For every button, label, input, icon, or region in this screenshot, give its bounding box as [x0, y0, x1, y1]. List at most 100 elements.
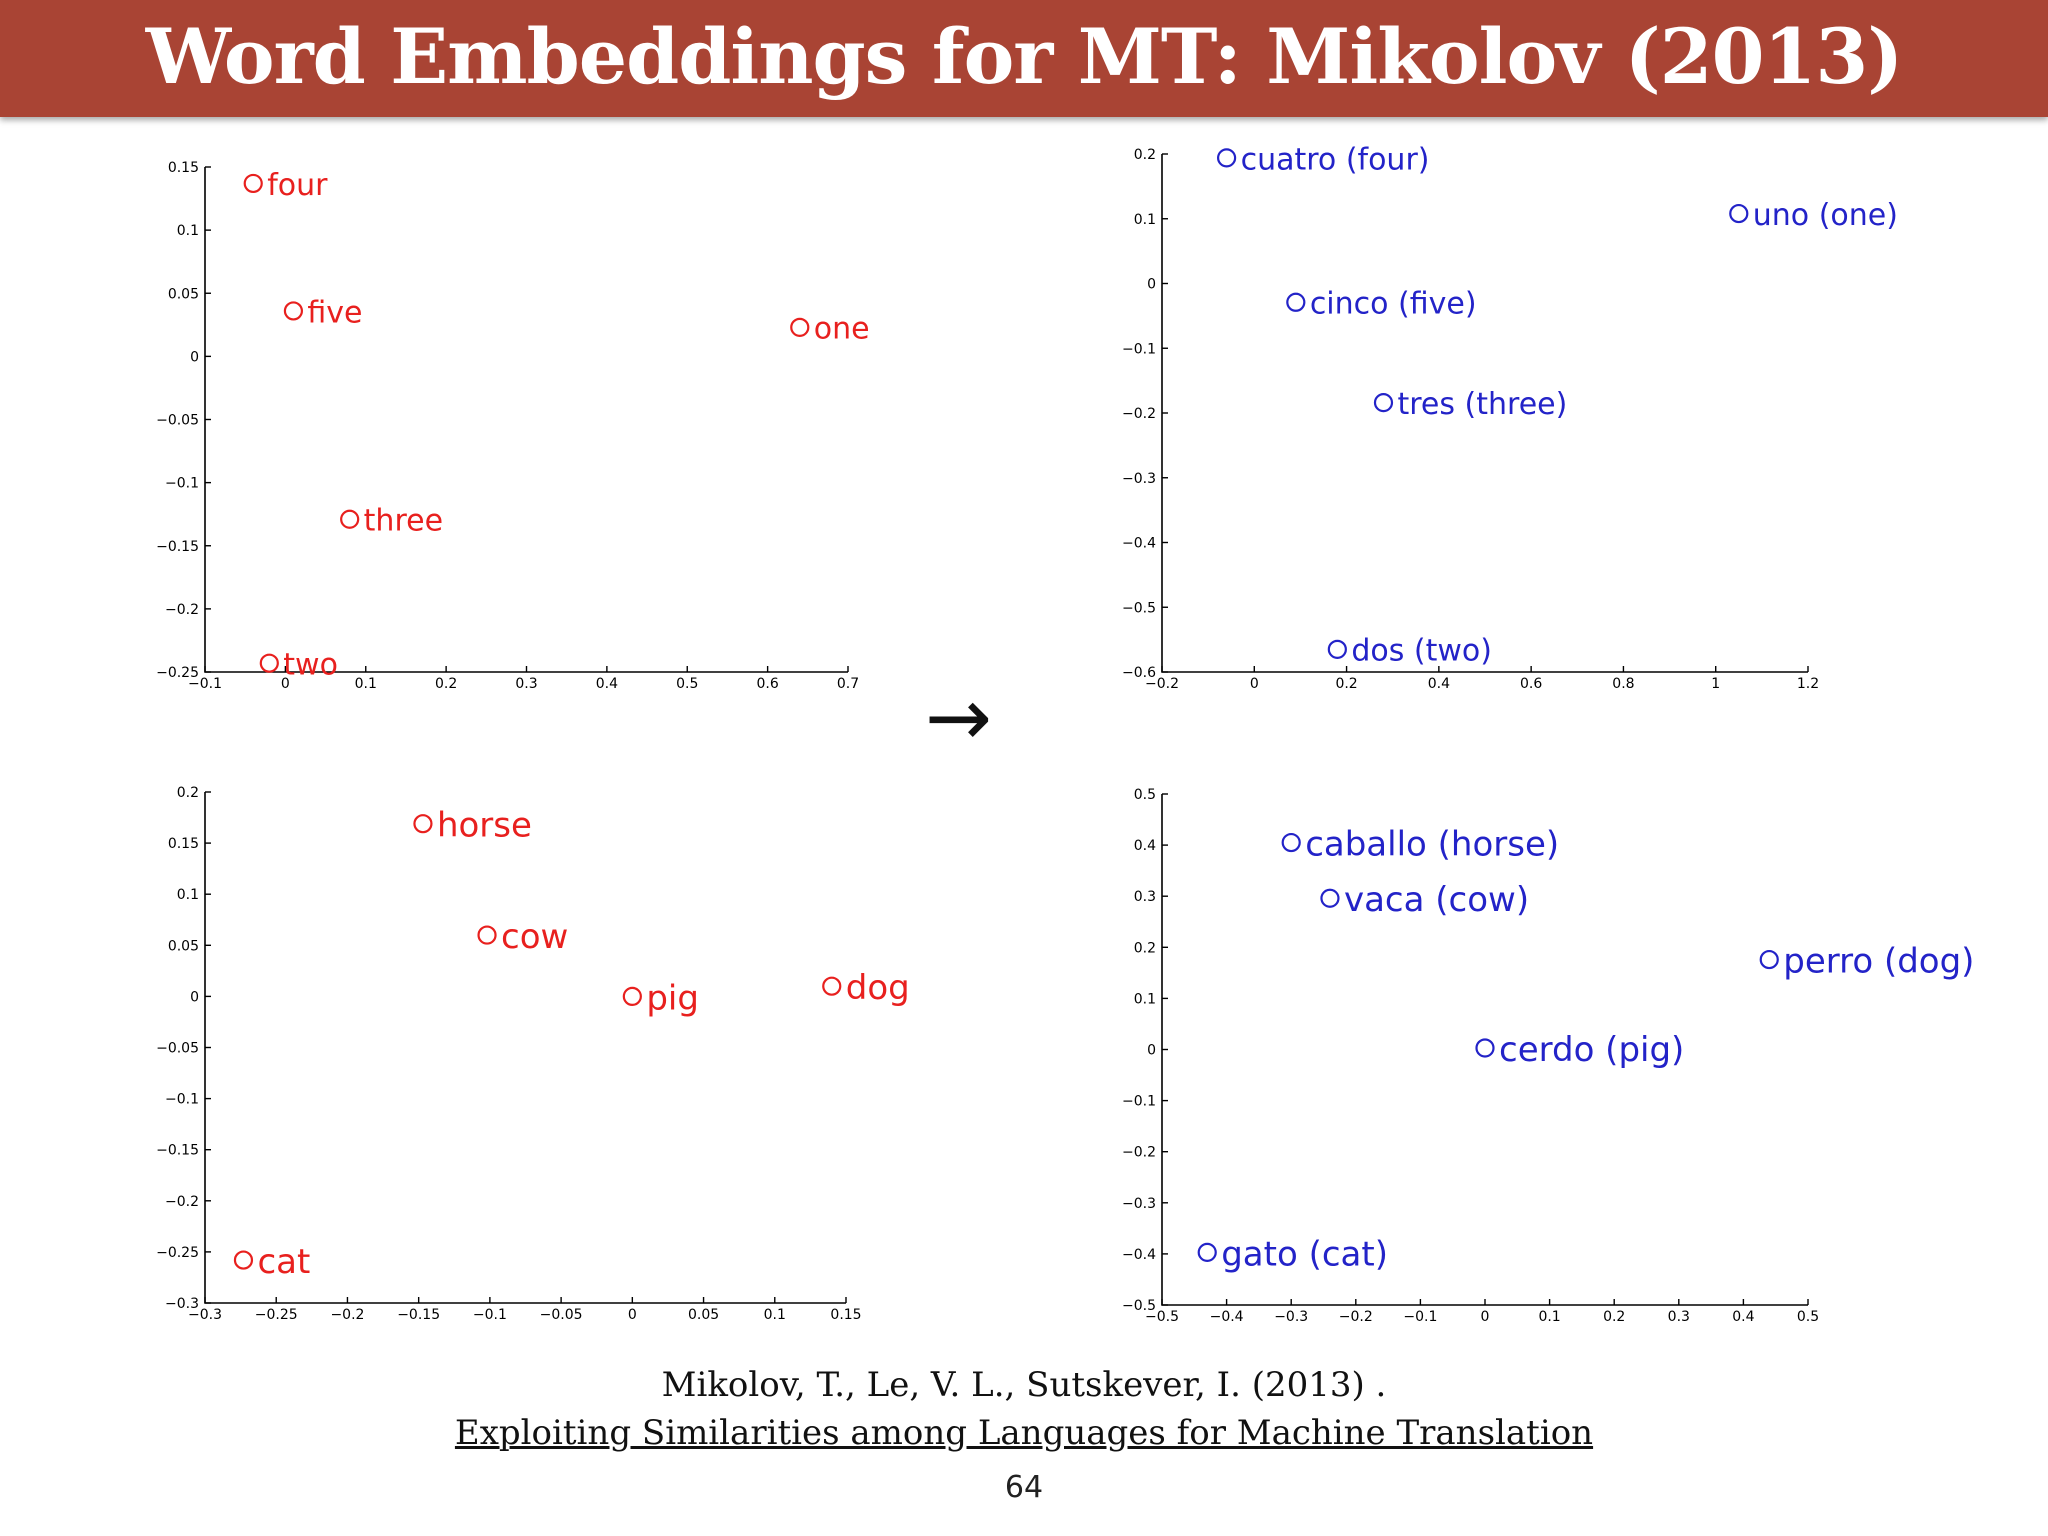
x-tick-label: −0.2	[1145, 676, 1179, 692]
data-point	[340, 509, 360, 529]
data-point	[1759, 949, 1779, 970]
data-point	[1197, 1242, 1217, 1262]
data-point-label: caballo (horse)	[1305, 824, 1559, 864]
data-point-label: dog	[846, 968, 910, 1008]
y-tick-label: −0.15	[156, 1143, 199, 1159]
citation-authors: Mikolov, T., Le, V. L., Sutskever, I. (2…	[661, 1365, 1387, 1405]
axis-lines	[1161, 154, 1808, 673]
x-tick-label: 0.1	[1538, 1309, 1560, 1325]
x-tick-label: −0.2	[330, 1307, 364, 1323]
data-point-label: five	[307, 295, 362, 330]
slide-title: Word Embeddings for MT: Mikolov (2013)	[145, 12, 1903, 101]
plot-animals-spanish: −0.5 −0.4 −0.3 −0.2 −0.1 0 0.1 0.2 0.3 0.4 0.5 −0.5…	[1122, 787, 1974, 1325]
mapping-arrow: →	[925, 671, 993, 764]
data-point-label: cow	[501, 917, 568, 957]
x-tick-label: −0.5	[1145, 1309, 1179, 1325]
data-point	[622, 986, 642, 1007]
data-point-label: vaca (cow)	[1344, 880, 1529, 920]
axis-lines	[1161, 794, 1808, 1306]
x-tick-label: 0.2	[1603, 1309, 1625, 1325]
plot-animals-english: −0.3 −0.25 −0.2 −0.15 −0.1 −0.05 0 0.05 0.1 0.15 −…	[156, 785, 910, 1323]
data-point	[413, 814, 433, 834]
y-tick-label: 0.1	[177, 887, 199, 903]
y-tick-label: −0.2	[165, 602, 199, 618]
y-tick-label: −0.5	[1122, 1298, 1156, 1314]
y-tick-label: −0.05	[156, 413, 199, 429]
plot-numbers-english: −0.1 0 0.1 0.2 0.3 0.4 0.5 0.6 0.7 −0.25 −0.2 −0.15…	[156, 160, 870, 692]
data-point	[1327, 639, 1347, 659]
axis-lines	[204, 792, 846, 1304]
data-point	[1216, 148, 1237, 168]
data-point	[477, 925, 497, 945]
y-tick-label: −0.6	[1122, 665, 1156, 681]
plot-numbers-spanish: −0.2 0 0.2 0.4 0.6 0.8 1 1.2 −0.6 −0.5 −0.4 −0.3 −0.…	[1122, 142, 1898, 692]
x-tick-label: −0.3	[188, 1307, 222, 1323]
x-tick-label: 0.8	[1612, 676, 1634, 692]
data-point-label: cuatro (four)	[1241, 142, 1430, 177]
data-point	[1373, 393, 1394, 413]
y-tick-label: −0.3	[165, 1296, 199, 1312]
x-tick-label: −0.2	[1339, 1309, 1373, 1325]
data-point-label: cat	[257, 1242, 310, 1282]
y-tick-label: 0.15	[168, 160, 199, 176]
y-tick-label: −0.4	[1122, 1247, 1156, 1263]
x-tick-label: 0.05	[688, 1307, 719, 1323]
y-tick-label: 0	[190, 989, 199, 1005]
data-point	[283, 301, 304, 321]
y-tick-label: 0.2	[1134, 940, 1156, 956]
y-tick-label: 0	[190, 349, 199, 365]
y-tick-label: −0.2	[1122, 1145, 1156, 1161]
data-point-label: cinco (five)	[1310, 287, 1477, 322]
x-tick-label: 1	[1711, 676, 1720, 692]
x-tick-label: −0.4	[1210, 1309, 1244, 1325]
data-point-label: gato (cat)	[1221, 1234, 1388, 1274]
x-tick-label: 0	[1481, 1309, 1490, 1325]
data-point-label: uno (one)	[1753, 198, 1898, 233]
data-point-label: tres (three)	[1397, 387, 1567, 422]
y-tick-label: 0.1	[1134, 991, 1156, 1007]
x-tick-label: 0	[281, 676, 290, 692]
x-tick-label: 0.2	[435, 676, 457, 692]
y-tick-label: 0.5	[1134, 787, 1156, 803]
x-tick-label: −0.1	[1403, 1309, 1437, 1325]
x-tick-label: 0	[628, 1307, 637, 1323]
y-tick-label: 0.05	[168, 938, 199, 954]
y-tick-label: 0.4	[1134, 838, 1156, 854]
x-tick-label: −0.1	[473, 1307, 507, 1323]
citation-paper-link[interactable]: Exploiting Similarities among Languages …	[454, 1413, 1594, 1453]
y-tick-label: 0.15	[168, 836, 199, 852]
x-tick-label: 0.2	[1335, 676, 1357, 692]
y-tick-label: −0.4	[1122, 536, 1156, 552]
y-tick-label: −0.05	[156, 1041, 199, 1057]
y-tick-label: 0.3	[1134, 889, 1156, 905]
data-point-label: dos (two)	[1351, 634, 1492, 669]
y-tick-label: −0.25	[156, 1245, 199, 1261]
data-point	[1281, 832, 1301, 853]
data-point	[1320, 888, 1340, 908]
data-point-label: horse	[437, 806, 532, 846]
y-tick-label: −0.3	[1122, 471, 1156, 487]
data-point	[259, 653, 279, 673]
x-tick-label: 0.15	[830, 1307, 861, 1323]
data-point	[822, 976, 842, 996]
x-tick-label: 0.3	[1668, 1309, 1690, 1325]
x-tick-label: 0	[1250, 676, 1259, 692]
data-point-label: two	[283, 648, 338, 683]
x-tick-label: 0.4	[1732, 1309, 1754, 1325]
y-tick-label: −0.3	[1122, 1196, 1156, 1212]
x-tick-label: 0.1	[764, 1307, 786, 1323]
data-point	[1286, 292, 1306, 312]
data-point	[233, 1250, 254, 1270]
y-tick-label: 0.1	[177, 223, 199, 239]
x-tick-label: 0.5	[1797, 1309, 1819, 1325]
x-tick-label: 0.1	[355, 676, 377, 692]
data-point-label: cerdo (pig)	[1499, 1030, 1684, 1070]
data-point	[243, 173, 263, 194]
y-tick-label: −0.1	[1122, 341, 1156, 357]
x-tick-label: 1.2	[1797, 676, 1819, 692]
y-tick-label: −0.1	[165, 476, 199, 492]
x-tick-label: 0.4	[1428, 676, 1450, 692]
page-number: 64	[1004, 1470, 1044, 1505]
x-tick-label: 0.3	[515, 676, 537, 692]
